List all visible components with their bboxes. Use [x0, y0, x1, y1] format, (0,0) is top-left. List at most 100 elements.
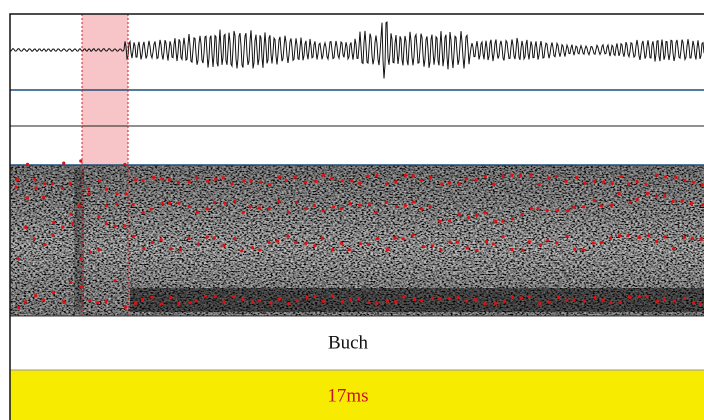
formant-dot [610, 203, 614, 207]
formant-dot [529, 173, 533, 177]
formant-dot [42, 298, 46, 302]
formant-dot [628, 295, 632, 299]
formant-dot [583, 181, 587, 185]
formant-dot [565, 298, 569, 302]
formant-dot [213, 177, 218, 181]
formant-dot [592, 179, 596, 183]
formant-dot [160, 201, 164, 206]
formant-dot [447, 296, 451, 300]
formant-dot [429, 175, 433, 179]
formant-dot [701, 203, 704, 207]
formant-dot [131, 202, 135, 207]
formant-dot [275, 239, 280, 243]
formant-dot [104, 299, 108, 303]
formant-dot [401, 237, 405, 241]
formant-dot [501, 234, 505, 239]
formant-dot [331, 294, 335, 298]
formant-dot [293, 175, 297, 179]
formant-dot [287, 302, 291, 306]
formant-dot [105, 187, 109, 191]
formant-dot [187, 180, 191, 184]
formant-dot [25, 162, 30, 167]
formant-dot [259, 180, 263, 184]
formant-dot [538, 243, 543, 247]
formant-dot [277, 199, 281, 204]
frame [9, 13, 704, 420]
formant-dot [618, 300, 622, 304]
formant-dot [566, 209, 570, 213]
formant-dot [178, 248, 182, 252]
formant-dot [403, 203, 408, 208]
formant-dot [411, 174, 415, 178]
formant-dot [241, 211, 245, 215]
formant-dot [33, 177, 37, 181]
formant-dot [43, 243, 47, 247]
duration-tier [10, 370, 704, 420]
formant-dot [510, 173, 514, 177]
formant-dot [617, 234, 622, 238]
formant-dot [413, 297, 417, 302]
formant-dot [303, 180, 308, 184]
formant-dot [62, 299, 66, 304]
formant-dot [152, 175, 156, 180]
formant-dot [419, 178, 423, 183]
formant-dot [51, 291, 56, 295]
formant-dot [140, 297, 145, 301]
formant-dot [340, 299, 345, 303]
formant-dot [104, 221, 108, 226]
formant-dot [286, 234, 290, 238]
formant-dot [41, 195, 46, 199]
formant-dot [546, 238, 550, 242]
formant-dot [206, 179, 210, 183]
formant-dot [295, 299, 299, 303]
formant-dot [430, 296, 435, 300]
formant-dot [491, 242, 495, 246]
formant-dot [321, 173, 326, 177]
formant-dot [87, 192, 91, 196]
formant-dot [34, 186, 38, 190]
formant-dot [547, 300, 551, 304]
formant-dot [340, 179, 344, 183]
formant-dot [411, 233, 415, 237]
formant-dot [51, 233, 55, 237]
formant-dot [582, 299, 586, 303]
formant-dot [609, 301, 613, 305]
formant-dot [536, 206, 540, 210]
formant-dot [367, 202, 371, 206]
formant-dot [88, 250, 93, 254]
formant-dot [529, 206, 533, 210]
formant-dot [602, 180, 606, 184]
formant-dot [113, 278, 117, 283]
formant-dot [313, 294, 317, 299]
formant-dot [213, 294, 217, 298]
formant-dot [645, 191, 650, 196]
formant-dot [277, 175, 281, 179]
formant-dot [267, 240, 271, 244]
formant-dot [195, 210, 199, 214]
formant-dot [375, 237, 380, 241]
formant-dot [573, 247, 577, 251]
formant-dot [141, 178, 145, 183]
formant-dot [305, 295, 309, 300]
formant-dot [330, 176, 334, 180]
formant-dot [113, 224, 117, 228]
formant-dot [168, 201, 172, 205]
formant-dot [205, 235, 209, 239]
formant-dot [52, 220, 56, 224]
formant-dot [635, 179, 639, 184]
formant-dot [133, 301, 137, 305]
formant-dot [304, 241, 308, 245]
formant-dot [545, 208, 549, 213]
formant-dot [357, 181, 362, 185]
formant-dot [411, 200, 416, 204]
formant-dot [592, 198, 596, 203]
formant-dots [14, 159, 704, 309]
formant-dot [104, 204, 108, 208]
formant-dot [50, 182, 55, 186]
formant-dot [682, 235, 686, 239]
waveform [9, 21, 704, 79]
formant-dot [160, 302, 164, 306]
formant-dot [680, 199, 684, 203]
spectrogram [10, 165, 704, 316]
